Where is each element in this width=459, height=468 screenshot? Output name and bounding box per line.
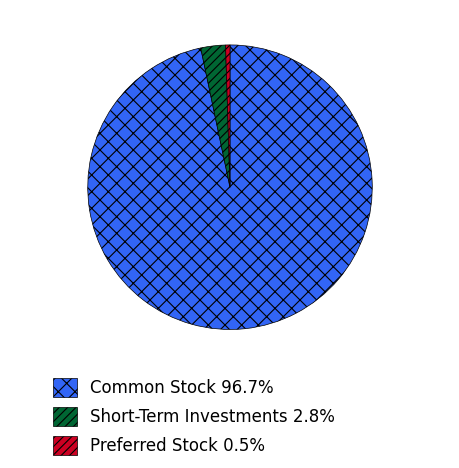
Wedge shape (88, 45, 371, 329)
Legend: Common Stock 96.7%, Short-Term Investments 2.8%, Preferred Stock 0.5%: Common Stock 96.7%, Short-Term Investmen… (45, 369, 342, 464)
Wedge shape (225, 45, 230, 187)
Wedge shape (200, 45, 230, 187)
